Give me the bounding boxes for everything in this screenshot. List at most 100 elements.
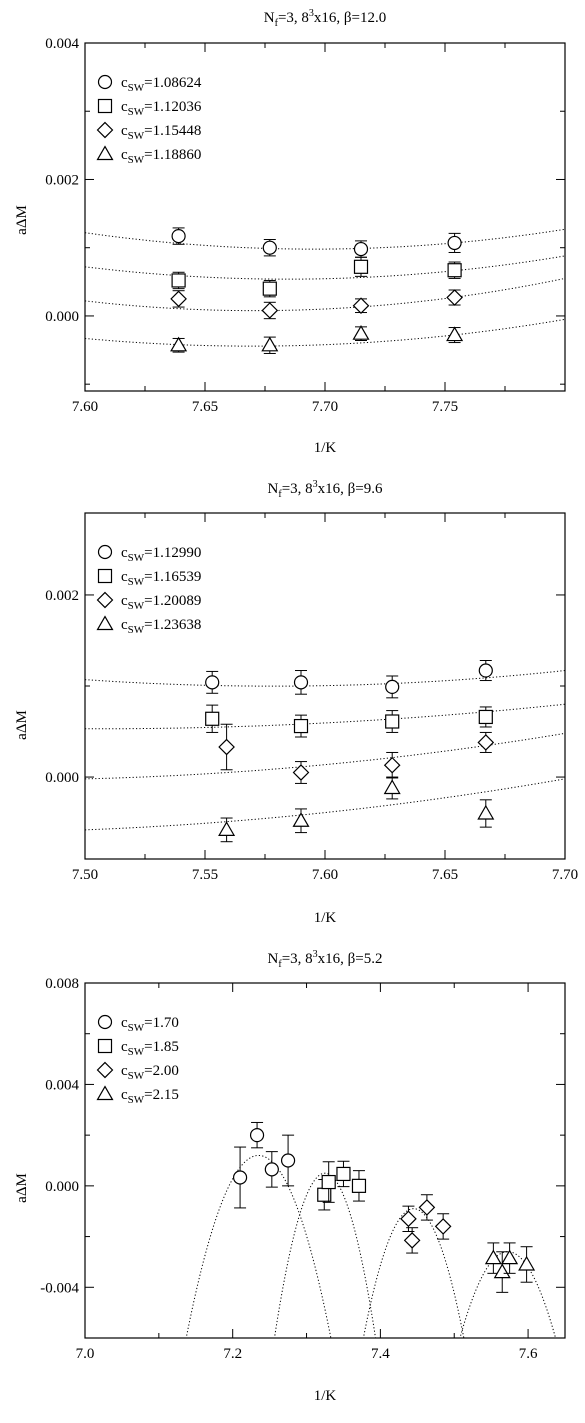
data-point-triangle bbox=[493, 1263, 511, 1279]
legend-marker-triangle bbox=[96, 1085, 114, 1101]
legend-label: cSW=1.08624 bbox=[121, 75, 202, 94]
legend-label: cSW=1.15448 bbox=[121, 123, 201, 142]
legend-marker-diamond bbox=[96, 121, 114, 139]
legend-label: cSW=2.00 bbox=[121, 1063, 179, 1082]
data-point-square bbox=[447, 263, 462, 278]
chart-panel-3: Nf=3, 83x16, β=5.2 aΔM 1/K 7.0 7.2 7.4 7.6 -… bbox=[0, 940, 585, 1418]
legend-label: cSW=1.18860 bbox=[121, 147, 201, 166]
data-point-triangle bbox=[292, 812, 310, 827]
fit-curve bbox=[85, 670, 565, 687]
chart-beta-9-6: Nf=3, 83x16, β=9.6 aΔM 1/K 7.50 7.55 7.60 7… bbox=[14, 479, 578, 926]
series-diamond bbox=[218, 723, 495, 784]
y-tick-label: 0.002 bbox=[45, 172, 79, 188]
data-point-triangle bbox=[261, 336, 279, 352]
series-circle bbox=[232, 1121, 296, 1209]
data-point-triangle bbox=[218, 821, 236, 836]
data-point-triangle bbox=[477, 804, 495, 820]
y-tick-label: 0.000 bbox=[45, 770, 79, 786]
x-tick-label: 7.75 bbox=[432, 399, 458, 415]
fit-curve bbox=[85, 277, 565, 312]
plot-frame bbox=[84, 512, 566, 860]
data-point-square bbox=[321, 1174, 336, 1190]
legend-marker-diamond bbox=[96, 591, 114, 609]
y-tick-label: 0.004 bbox=[45, 1077, 79, 1093]
legend-marker-square bbox=[97, 98, 113, 114]
x-tick-label: 7.4 bbox=[371, 1346, 390, 1362]
legend-marker-triangle bbox=[96, 615, 114, 631]
legend: cSW=1.70 cSW=1.85 cSW=2.00 cSW=2.15 bbox=[96, 1014, 179, 1106]
fit-curve bbox=[85, 228, 565, 250]
x-axis-label: 1/K bbox=[314, 910, 337, 926]
data-point-triangle bbox=[518, 1255, 536, 1271]
series-square bbox=[317, 1160, 367, 1211]
fit-curves bbox=[85, 228, 565, 347]
data-point-square bbox=[353, 259, 369, 274]
data-point-diamond bbox=[261, 302, 279, 319]
legend-marker-circle bbox=[97, 74, 113, 90]
chart-panel-1: Nf=3, 83x16, β=12.0 aΔM 1/K 7.60 7.65 7.70… bbox=[0, 0, 585, 470]
data-point-square bbox=[205, 711, 220, 726]
legend: cSW=1.08624 cSW=1.12036 cSW=1.15448 cSW=1.1… bbox=[96, 74, 202, 166]
data-point-diamond bbox=[418, 1199, 436, 1216]
chart-beta-5-2: Nf=3, 83x16, β=5.2 aΔM 1/K 7.0 7.2 7.4 7.6 -… bbox=[14, 949, 566, 1404]
series-diamond bbox=[400, 1194, 452, 1254]
series-triangle bbox=[484, 1242, 536, 1293]
x-tick-label: 7.2 bbox=[223, 1346, 242, 1362]
fit-curve bbox=[362, 1208, 465, 1338]
data-point-square bbox=[478, 709, 493, 725]
data-point-square bbox=[293, 718, 309, 734]
series-triangle bbox=[170, 325, 464, 354]
data-point-triangle bbox=[383, 779, 401, 795]
data-point-square bbox=[385, 714, 400, 729]
series-square bbox=[171, 256, 462, 298]
fit-curve bbox=[459, 1251, 557, 1338]
y-axis-label: aΔM bbox=[14, 205, 30, 235]
x-tick-label: 7.0 bbox=[76, 1346, 95, 1362]
series-circle bbox=[171, 227, 462, 258]
legend-marker-triangle bbox=[96, 145, 114, 161]
data-point-circle bbox=[478, 663, 493, 678]
series-circle bbox=[205, 660, 493, 699]
chart-title: Nf=3, 83x16, β=9.6 bbox=[268, 479, 383, 500]
data-point-diamond bbox=[292, 764, 310, 781]
x-tick-label: 7.60 bbox=[72, 399, 98, 415]
series-triangle bbox=[218, 776, 495, 843]
y-tick-label: 0.000 bbox=[45, 1179, 79, 1195]
fit-curve bbox=[85, 732, 565, 780]
x-tick-label: 7.50 bbox=[72, 867, 98, 883]
data-point-diamond bbox=[477, 734, 495, 751]
y-tick-label: 0.000 bbox=[45, 309, 79, 325]
legend-marker-diamond bbox=[96, 1061, 114, 1079]
data-point-circle bbox=[249, 1128, 265, 1143]
legend-marker-square bbox=[97, 1038, 113, 1054]
plot-frame bbox=[84, 982, 566, 1339]
series-square bbox=[205, 704, 493, 738]
legend-label: cSW=1.70 bbox=[121, 1015, 179, 1034]
legend-label: cSW=1.85 bbox=[121, 1039, 179, 1058]
data-point-triangle bbox=[352, 325, 370, 340]
data-point-circle bbox=[280, 1153, 296, 1168]
data-point-circle bbox=[447, 235, 462, 251]
legend: cSW=1.12990 cSW=1.16539 cSW=1.20089 cSW=1.2… bbox=[96, 544, 201, 636]
data-point-square bbox=[171, 273, 186, 288]
data-point-triangle bbox=[170, 336, 188, 352]
data-point-circle bbox=[264, 1162, 279, 1177]
legend-marker-circle bbox=[97, 544, 113, 560]
data-point-circle bbox=[262, 240, 277, 255]
y-axis-label: aΔM bbox=[14, 1173, 30, 1203]
x-tick-label: 7.60 bbox=[312, 867, 338, 883]
data-point-diamond bbox=[403, 1232, 421, 1249]
data-point-triangle bbox=[446, 326, 464, 342]
data-point-diamond bbox=[383, 756, 401, 774]
data-point-diamond bbox=[218, 738, 235, 756]
legend-label: cSW=1.20089 bbox=[121, 593, 201, 612]
chart-panel-2: Nf=3, 83x16, β=9.6 aΔM 1/K 7.50 7.55 7.60 7… bbox=[0, 470, 585, 940]
data-point-circle bbox=[171, 229, 186, 244]
legend-label: cSW=1.16539 bbox=[121, 569, 201, 588]
data-point-diamond bbox=[434, 1218, 452, 1235]
data-point-circle bbox=[232, 1170, 248, 1185]
data-point-circle bbox=[205, 675, 220, 690]
y-tick-label: 0.004 bbox=[45, 36, 79, 52]
fit-curves bbox=[185, 1154, 557, 1338]
x-tick-label: 7.70 bbox=[552, 867, 578, 883]
